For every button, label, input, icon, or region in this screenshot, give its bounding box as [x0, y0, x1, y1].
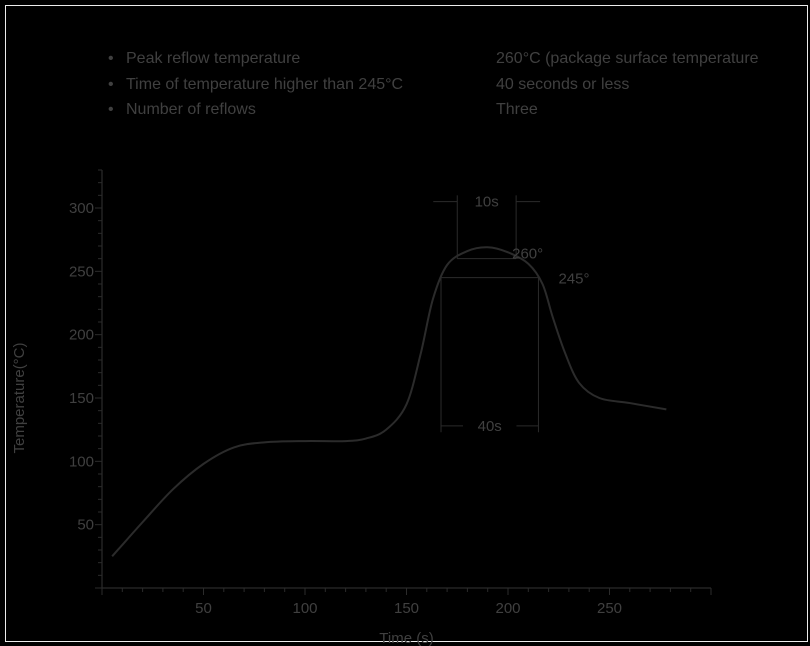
peak-level-label: 260° [512, 246, 543, 263]
y-tick-label: 100 [69, 453, 94, 470]
x-axis-label: Time (s) [379, 630, 433, 646]
spec-label: Number of reflows [126, 101, 256, 118]
y-tick-label: 250 [69, 263, 94, 280]
spec-label: Time of temperature higher than 245°C [126, 76, 404, 93]
x-tick-label: 50 [195, 600, 212, 617]
x-tick-label: 100 [292, 600, 317, 617]
x-tick-label: 150 [394, 600, 419, 617]
temperature-profile-line [111, 246, 667, 557]
y-tick-label: 200 [69, 327, 94, 344]
x-tick-label: 250 [597, 600, 622, 617]
y-tick-label: 300 [69, 200, 94, 217]
spec-value: Three [496, 101, 538, 118]
y-axis-label: Temperature(°C) [11, 342, 28, 453]
y-tick-label: 50 [77, 517, 94, 534]
spec-label: Peak reflow temperature [126, 50, 301, 67]
bullet-icon: • [108, 50, 114, 67]
window-40s-label: 40s [478, 418, 502, 435]
y-tick-label: 150 [69, 390, 94, 407]
spec-value: 260°C (package surface temperature [496, 50, 759, 67]
window-10s-label: 10s [475, 194, 499, 211]
spec-value: 40 seconds or less [496, 76, 630, 93]
bullet-icon: • [108, 101, 114, 118]
x-tick-label: 200 [495, 600, 520, 617]
bullet-icon: • [108, 76, 114, 93]
chart-frame [5, 5, 808, 642]
threshold-level-label: 245° [558, 271, 589, 288]
